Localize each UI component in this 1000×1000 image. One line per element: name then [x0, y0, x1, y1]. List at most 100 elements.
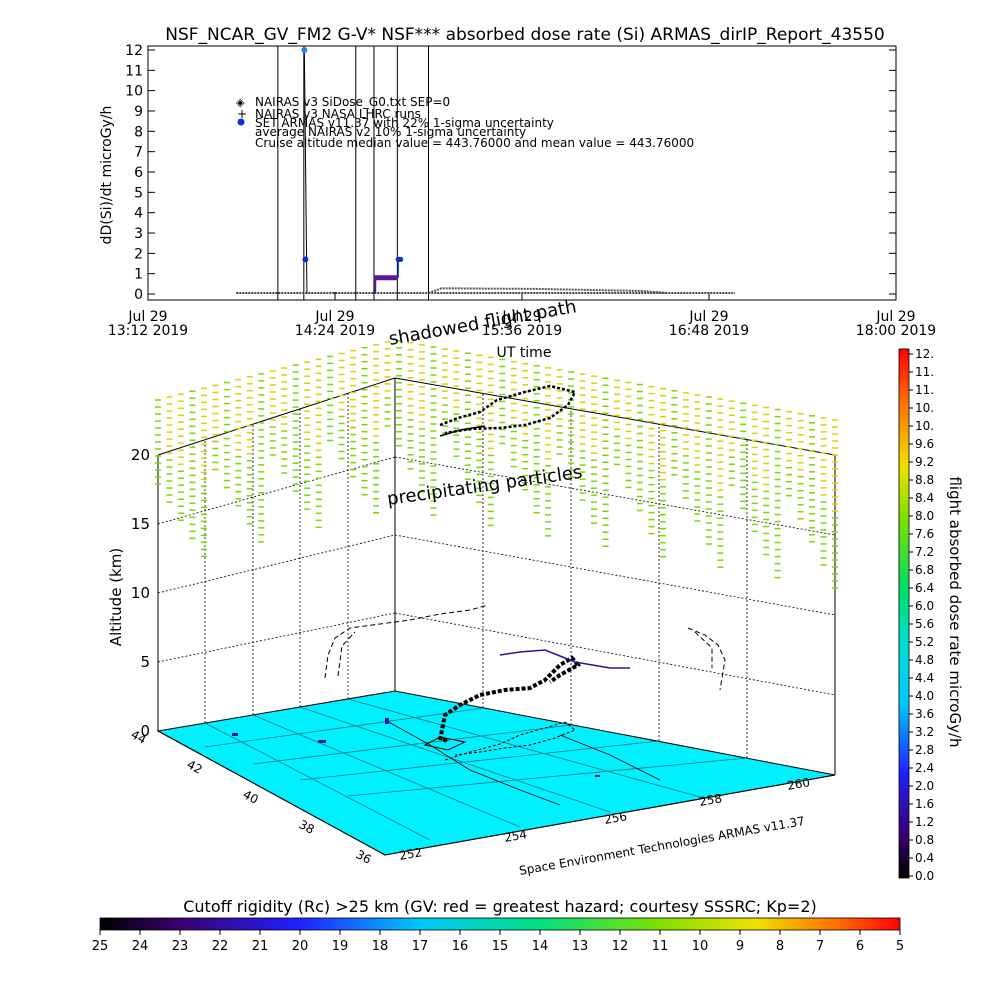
lon-tick-252: 252: [398, 845, 423, 863]
longitude-ticks: 252 254 256 258 260: [398, 775, 811, 863]
dose-colorbar-tick-label: 6.4: [915, 581, 934, 595]
dose-colorbar-tick-label: 2.0: [915, 779, 934, 793]
dose-legend: ◈ NAIRAS v3 SiDose_G0.txt SEP=0 + NAIRAS…: [236, 95, 694, 150]
x-tick-time: 18:00 2019: [856, 323, 936, 339]
cutoff-rigidity-title: Cutoff rigidity (Rc) >25 km (GV: red = g…: [183, 897, 817, 916]
cutoff-colorbar-tick-label: 15: [492, 939, 509, 954]
cutoff-colorbar-tick-label: 12: [612, 939, 629, 954]
annotation-precipitating-particles: precipitating particles: [386, 462, 584, 510]
lon-tick-254: 254: [503, 827, 528, 845]
y-tick-label: 10: [125, 84, 143, 100]
dose-colorbar-tick-label: 3.2: [915, 725, 934, 739]
y-tick-label: 4: [134, 206, 143, 222]
x-tick-date: Jul 29: [875, 309, 915, 325]
lat-tick-36: 36: [354, 847, 374, 867]
legend-label-nairas-v2: average NAIRAS v2 10% 1-sigma uncertaint…: [255, 125, 526, 139]
cutoff-colorbar-tick-label: 13: [572, 939, 589, 954]
z-tick-5: 5: [140, 653, 150, 671]
cutoff-colorbar-tick-label: 7: [816, 939, 824, 954]
y-tick-label: 0: [134, 287, 143, 303]
cutoff-colorbar-tick-label: 10: [692, 939, 709, 954]
armas-spike-line: [303, 49, 308, 295]
dose-colorbar-tick-label: 2.8: [915, 743, 934, 757]
dose-colorbar-tick-label: 8.4: [915, 491, 934, 505]
cutoff-colorbar-tick-label: 17: [412, 939, 429, 954]
y-tick-label: 11: [125, 63, 143, 79]
x-tick-time: 14:24 2019: [295, 323, 375, 339]
cutoff-colorbar-ticks: 25 24 23 22 21 20 19 18 17 16 15 14 13 12 11 10 9 8 7 6 5: [92, 930, 904, 954]
cutoff-colorbar-tick-label: 18: [372, 939, 389, 954]
dose-colorbar-tick-label: 1.6: [915, 797, 934, 811]
dose-colorbar-tick-label: 8.8: [915, 473, 934, 487]
z-tick-15: 15: [131, 515, 150, 533]
altitude-axis-label: Altitude (km): [107, 548, 125, 646]
dose-colorbar-tick-label: 5.2: [915, 635, 934, 649]
dose-colorbar: 0.0 0.4 0.8 1.2 1.6 2.0 2.4 2.8 3.2 3.6 4.0 4.4 4.8 5…: [898, 347, 964, 883]
dose-colorbar-tick-label: 4.4: [915, 671, 934, 685]
dose-colorbar-tick-label: 6.8: [915, 563, 934, 577]
dose-colorbar-tick-label: 3.6: [915, 707, 934, 721]
shadowed-flight-path: [439, 384, 577, 437]
x-axis-label: UT time: [497, 345, 552, 361]
back-walls: [157, 377, 836, 775]
dose-colorbar-tick-label: 1.2: [915, 815, 934, 829]
lon-tick-258: 258: [698, 791, 723, 809]
x-tick-date: Jul 29: [314, 309, 354, 325]
y-tick-label: 9: [134, 104, 143, 120]
lon-tick-260: 260: [786, 775, 811, 793]
legend-label-cruise-altitude: Cruise altitude median value = 443.76000…: [255, 136, 694, 150]
legend-symbol-nairas-lhrc: +: [237, 107, 247, 121]
dose-colorbar-tick-label: 0.4: [915, 851, 934, 865]
nairas-bump: [428, 287, 668, 294]
armas-point: [398, 256, 404, 262]
cutoff-colorbar-tick-label: 24: [132, 939, 149, 954]
wall-path-projections: [324, 604, 726, 691]
z-tick-20: 20: [131, 446, 150, 464]
z-tick-10: 10: [131, 584, 150, 602]
cutoff-colorbar-gradient: [99, 917, 901, 931]
y-tick-label: 3: [134, 226, 143, 242]
floor-grid: [204, 698, 748, 841]
dose-colorbar-tick-label: 8.0: [915, 509, 934, 523]
y-tick-label: 2: [134, 246, 143, 262]
dose-colorbar-tick-label: 2.4: [915, 761, 934, 775]
dose-colorbar-tick-label: 10.: [915, 401, 934, 415]
figure-title: NSF_NCAR_GV_FM2 G-V* NSF*** absorbed dos…: [165, 25, 884, 45]
dose-colorbar-tick-label: 0.0: [915, 869, 934, 883]
armas-point: [302, 256, 309, 263]
wall-gridlines: [157, 393, 836, 758]
cutoff-colorbar-tick-label: 8: [776, 939, 784, 954]
y-tick-label: 8: [134, 124, 143, 140]
precipitating-particles: [155, 339, 838, 589]
dose-colorbar-tick-label: 9.2: [915, 455, 934, 469]
latitude-ticks: 44 42 40 38 36: [129, 727, 374, 867]
x-tick-date: Jul 29: [688, 309, 728, 325]
dose-series: [236, 46, 735, 300]
cutoff-colorbar-tick-label: 22: [212, 939, 229, 954]
cutoff-colorbar-tick-label: 25: [92, 939, 109, 954]
cutoff-colorbar-tick-label: 14: [532, 939, 549, 954]
dose-colorbar-tick-label: 7.2: [915, 545, 934, 559]
dose-colorbar-tick-label: 0.8: [915, 833, 934, 847]
y-tick-label: 6: [134, 165, 143, 181]
y-tick-label: 7: [134, 145, 143, 161]
cutoff-rigidity-colorbar: Cutoff rigidity (Rc) >25 km (GV: red = g…: [92, 897, 904, 954]
cutoff-colorbar-tick-label: 11: [652, 939, 669, 954]
legend-marker-armas: [237, 118, 245, 126]
x-tick-date: Jul 29: [127, 309, 167, 325]
lat-tick-42: 42: [185, 757, 205, 777]
altitude-3d-panel: 0 5 10 15 20 Altitude (km) 44 42 40 38 3…: [107, 296, 838, 878]
cutoff-colorbar-tick-label: 5: [896, 939, 904, 954]
origin-marker: [442, 737, 448, 743]
lon-tick-256: 256: [603, 809, 628, 827]
front-edge: [157, 730, 836, 856]
armas-point: [301, 47, 308, 53]
x-tick-time: 13:12 2019: [108, 323, 188, 339]
dose-colorbar-label: flight absorbed dose rate microGy/h: [946, 476, 964, 747]
dose-colorbar-tick-label: 7.6: [915, 527, 934, 541]
floor-flight-path: [232, 649, 661, 806]
legend-label-nairas-lhrc: NAIRAS v3 NASA LHRC runs: [255, 107, 421, 121]
dose-colorbar-gradient: [898, 348, 910, 879]
